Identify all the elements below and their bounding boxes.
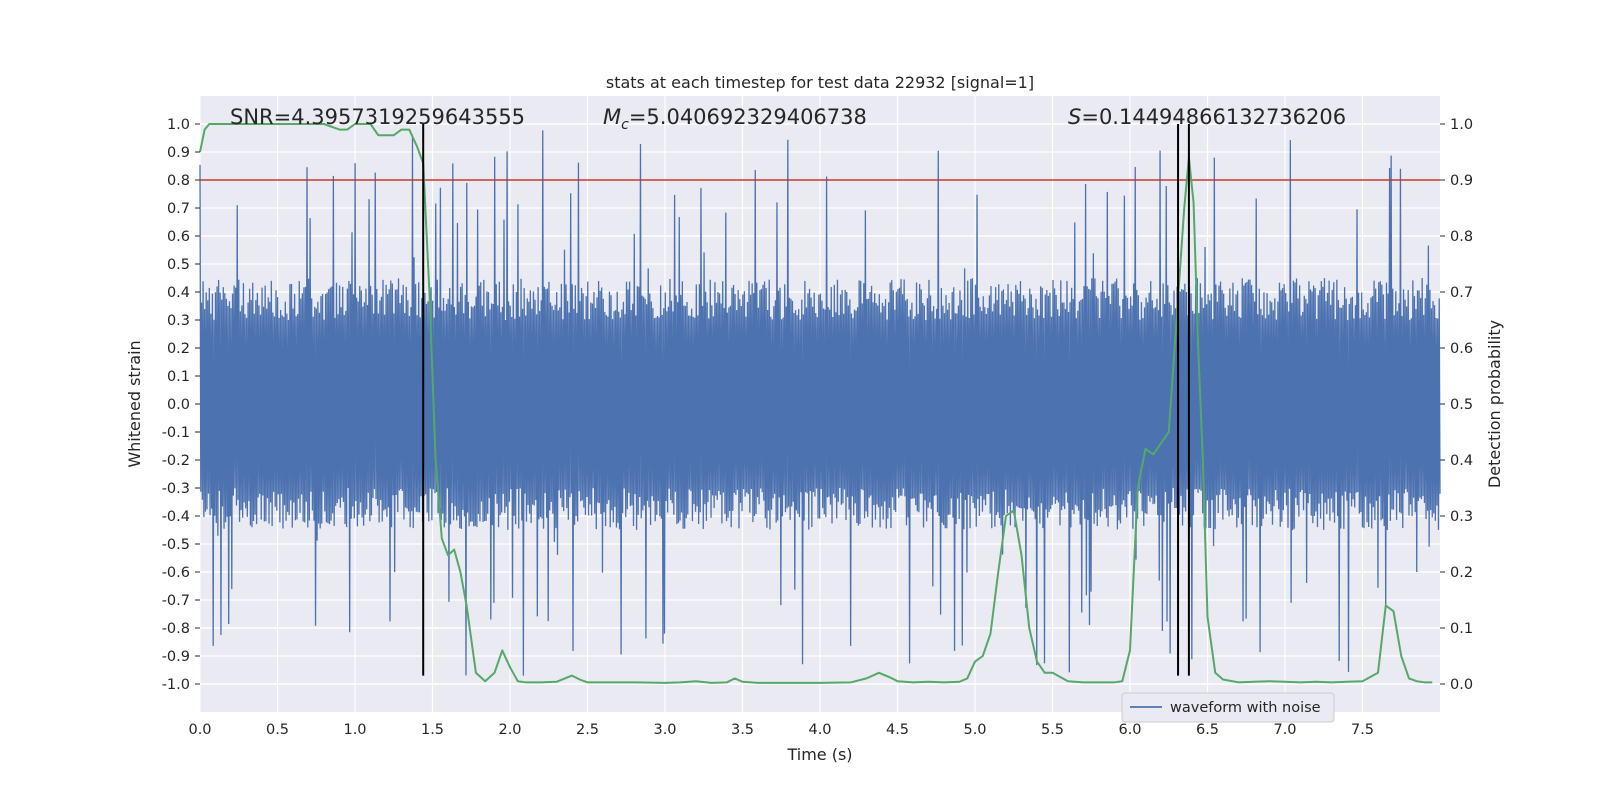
y-left-tick-label: 0.1 <box>167 369 190 385</box>
y-left-tick-label: -0.7 <box>162 593 190 609</box>
legend-box <box>1121 692 1335 723</box>
x-tick-label: 5.5 <box>1041 722 1064 738</box>
y-left-axis-label: Whitened strain <box>125 340 144 467</box>
x-tick-label: 3.5 <box>731 722 754 738</box>
s-annotation: S=0.14494866132736206 <box>1068 105 1346 129</box>
y-left-tick-label: 0.7 <box>167 201 190 217</box>
y-left-tick-label: -0.4 <box>162 509 190 525</box>
x-tick-label: 6.0 <box>1118 722 1141 738</box>
y-right-axis-label: Detection probability <box>1485 320 1504 488</box>
y-left-tick-label: 1.0 <box>167 117 190 133</box>
y-right-tick-label: 0.5 <box>1450 397 1473 413</box>
y-left-tick-label: -0.3 <box>162 481 190 497</box>
x-axis-label: Time (s) <box>786 745 852 764</box>
y-right-tick-label: 0.6 <box>1450 341 1473 357</box>
y-left-tick-label: 0.3 <box>167 313 190 329</box>
y-left-tick-label: -1.0 <box>162 677 190 693</box>
s-value: =0.14494866132736206 <box>1081 105 1346 129</box>
legend: waveform with noise <box>1121 692 1335 723</box>
y-right-tick-label: 0.2 <box>1450 565 1473 581</box>
y-right-axis-ticks: 0.0 0.1 0.2 0.3 0.4 0.5 0.6 0.7 0.8 0.9 1.0 <box>1440 117 1473 693</box>
x-tick-label: 1.0 <box>343 722 366 738</box>
waveform-series <box>199 130 1441 676</box>
x-tick-label: 6.5 <box>1196 722 1219 738</box>
detection-probability-line <box>199 123 1433 684</box>
y-left-tick-label: -0.2 <box>162 453 190 469</box>
y-right-tick-label: 0.0 <box>1450 677 1473 693</box>
y-left-tick-label: -0.1 <box>162 425 190 441</box>
y-left-axis-ticks: -1.0 -0.9 -0.8 -0.7 -0.6 -0.5 -0.4 -0.3 -0.2 -0.1… <box>162 117 200 693</box>
y-left-tick-label: 0.2 <box>167 341 190 357</box>
y-right-tick-label: 1.0 <box>1450 117 1473 133</box>
waveform-line <box>199 130 1441 676</box>
y-left-tick-label: -0.5 <box>162 537 190 553</box>
y-left-tick-label: -0.9 <box>162 649 190 665</box>
y-left-tick-label: 0.0 <box>167 397 190 413</box>
y-right-tick-label: 0.4 <box>1450 453 1473 469</box>
y-left-tick-label: -0.8 <box>162 621 190 637</box>
y-left-tick-label: 0.8 <box>167 173 190 189</box>
x-tick-label: 1.5 <box>421 722 444 738</box>
y-left-tick-label: -0.6 <box>162 565 190 581</box>
y-left-tick-label: 0.9 <box>167 145 190 161</box>
y-right-tick-label: 0.7 <box>1450 285 1473 301</box>
detection-probability-series <box>199 123 1433 684</box>
x-tick-label: 7.5 <box>1351 722 1374 738</box>
y-right-tick-label: 0.8 <box>1450 229 1473 245</box>
y-right-tick-label: 0.1 <box>1450 621 1473 637</box>
vertical-markers <box>422 124 1190 676</box>
x-tick-label: 7.0 <box>1273 722 1296 738</box>
y-left-tick-label: 0.6 <box>167 229 190 245</box>
y-right-tick-label: 0.3 <box>1450 509 1473 525</box>
chart-title: stats at each timestep for test data 229… <box>606 73 1034 92</box>
snr-annotation: SNR=4.3957319259643555 <box>230 105 525 129</box>
chirp-mass-symbol: M <box>603 105 621 129</box>
y-right-tick-label: 0.9 <box>1450 173 1473 189</box>
y-left-tick-label: 0.4 <box>167 285 190 301</box>
x-tick-label: 2.0 <box>498 722 521 738</box>
y-left-tick-label: 0.5 <box>167 257 190 273</box>
x-tick-label: 4.5 <box>886 722 909 738</box>
x-axis-ticks: 0.0 0.5 1.0 1.5 2.0 2.5 3.0 3.5 4.0 4.5 5.0 5.5 6.0 6… <box>188 722 1374 738</box>
chirp-mass-annotation: Mc=5.040692329406738 <box>603 105 867 133</box>
chirp-mass-subscript: c <box>621 117 629 133</box>
s-symbol: S <box>1068 105 1081 129</box>
x-tick-label: 0.5 <box>266 722 289 738</box>
x-tick-label: 0.0 <box>188 722 211 738</box>
chirp-mass-value: =5.040692329406738 <box>629 105 867 129</box>
x-tick-label: 2.5 <box>576 722 599 738</box>
x-tick-label: 4.0 <box>808 722 831 738</box>
legend-label-waveform: waveform with noise <box>1170 700 1321 716</box>
x-tick-label: 5.0 <box>963 722 986 738</box>
x-tick-label: 3.0 <box>653 722 676 738</box>
